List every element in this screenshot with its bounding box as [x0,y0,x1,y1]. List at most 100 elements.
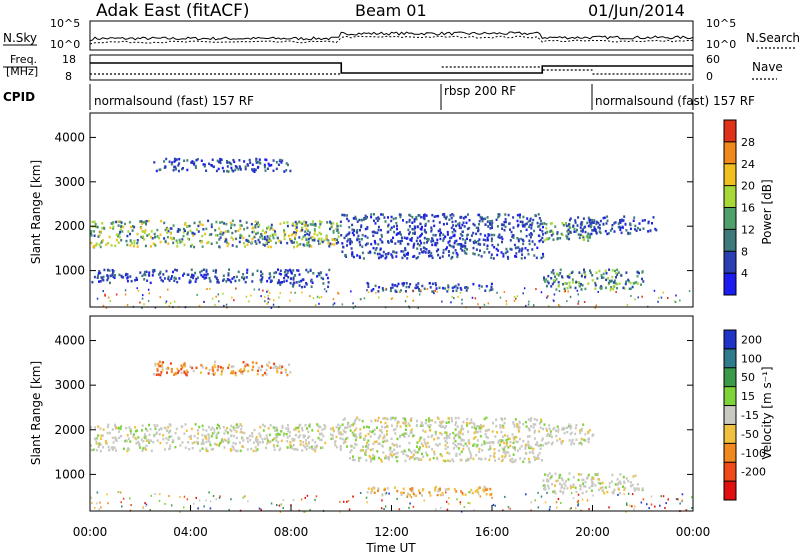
echo-cell [566,235,569,239]
echo-cell [497,439,500,443]
echo-cell [409,214,412,217]
echo-cell [234,373,237,377]
echo-cell [205,429,208,432]
echo-cell [570,442,573,446]
echo-cell [314,230,316,233]
echo-cell [266,227,269,230]
echo-cell [409,456,412,459]
echo-cell [473,241,476,245]
echo-cell [377,437,380,440]
echo-cell [163,237,166,240]
echo-cell [384,253,387,256]
echo-cell [408,218,411,222]
echo-cell [267,297,269,300]
echo-cell [630,295,632,297]
echo-cell [413,218,416,221]
echo-cell [265,373,268,376]
echo-cell [305,283,308,286]
echo-cell [419,446,422,449]
echo-cell [396,459,399,463]
echo-cell [422,250,425,253]
echo-cell [145,220,148,223]
echo-cell [184,365,187,368]
echo-cell [199,449,202,452]
echo-cell [411,487,414,490]
echo-cell [460,439,463,442]
echo-cell [469,238,472,242]
echo-cell [377,243,380,246]
echo-cell [472,282,475,286]
echo-cell [356,254,359,257]
echo-cell [369,448,372,452]
echo-cell [349,240,352,244]
echo-cell [430,254,433,258]
echo-cell [405,424,408,428]
echo-cell [230,166,233,170]
echo-cell [502,439,505,442]
echo-cell [587,438,590,441]
echo-cell [260,280,263,284]
echo-cell [460,490,463,493]
echo-cell [454,439,457,443]
echo-cell [629,481,632,484]
echo-cell [390,297,393,300]
echo-cell [560,440,563,444]
echo-cell [390,226,393,229]
echo-cell [270,245,272,249]
echo-cell [400,236,403,239]
echo-cell [459,244,462,247]
echo-cell [206,449,209,453]
echo-cell [396,489,399,493]
echo-cell [452,251,455,255]
echo-cell [266,437,269,440]
echo-cell [462,427,465,431]
echo-cell [293,281,296,284]
echo-cell [357,234,360,238]
echo-cell [423,216,426,219]
echo-cell [497,213,500,216]
echo-cell [403,422,406,425]
echo-cell [251,368,254,372]
echo-cell [177,169,180,173]
echo-cell [469,502,471,505]
echo-cell [589,269,591,272]
echo-cell [620,218,623,221]
echo-cell [542,252,544,256]
echo-cell [623,480,626,483]
echo-cell [507,446,510,449]
echo-cell [200,273,203,277]
echo-cell [631,483,634,487]
echo-cell [552,238,555,241]
echo-cell [572,476,575,479]
echo-cell [215,436,218,439]
echo-cell [370,419,373,423]
echo-cell [319,223,322,226]
echo-cell [597,221,600,225]
cpid-segment-label: normalsound (fast) 157 RF [595,94,755,108]
echo-cell [543,239,546,242]
echo-cell [178,238,181,242]
echo-cell [440,506,442,509]
echo-cell [238,369,241,373]
echo-cell [217,431,220,435]
echo-cell [400,250,403,253]
echo-cell [168,429,171,433]
echo-cell [239,166,242,169]
echo-cell [452,441,455,445]
echo-cell [358,418,361,422]
echo-cell [588,220,591,223]
echo-cell [308,244,311,247]
echo-cell [111,273,114,276]
echo-cell [619,228,622,232]
echo-cell [186,224,189,228]
echo-cell [148,433,151,437]
echo-cell [122,225,125,229]
echo-cell [145,444,148,448]
echo-cell [444,444,447,447]
echo-cell [584,485,587,488]
echo-cell [494,504,496,507]
echo-cell [558,304,560,306]
echo-cell [359,456,362,460]
echo-cell [563,487,566,490]
echo-cell [587,282,590,285]
